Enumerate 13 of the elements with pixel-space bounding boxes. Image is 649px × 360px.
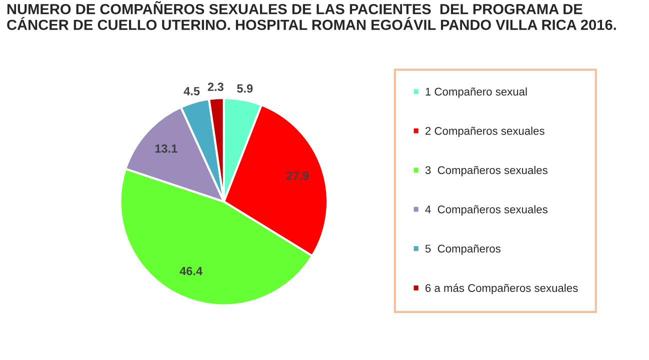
legend-label: 4 Compañeros sexuales [425, 205, 548, 216]
data-label: 2.3 [208, 82, 224, 92]
legend-label: 6 a más Compañeros sexuales [426, 284, 578, 294]
chart-title: NUMERO DE COMPAÑEROS SEXUALES DE LAS PACIENTES DEL PROGRAMA DE CÁNCER DE CUELLO UTERINO. HOSPITAL ROMAN EGOÁVIL PANDO VILLA RICA 2016. [7, 1, 616, 30]
data-label: 27.9 [286, 172, 309, 180]
data-label: 13.1 [155, 144, 178, 153]
legend-label: 5 Compañeros [425, 244, 501, 255]
data-label: 4.5 [184, 87, 200, 96]
legend-label: 3 Compañeros sexuales [425, 166, 548, 176]
data-label: 46.4 [180, 266, 202, 276]
legend-label: 2 Compañeros sexuales [426, 126, 544, 138]
data-label: 5.9 [237, 84, 253, 93]
legend-label: 1 Compañero sexual [426, 87, 527, 98]
